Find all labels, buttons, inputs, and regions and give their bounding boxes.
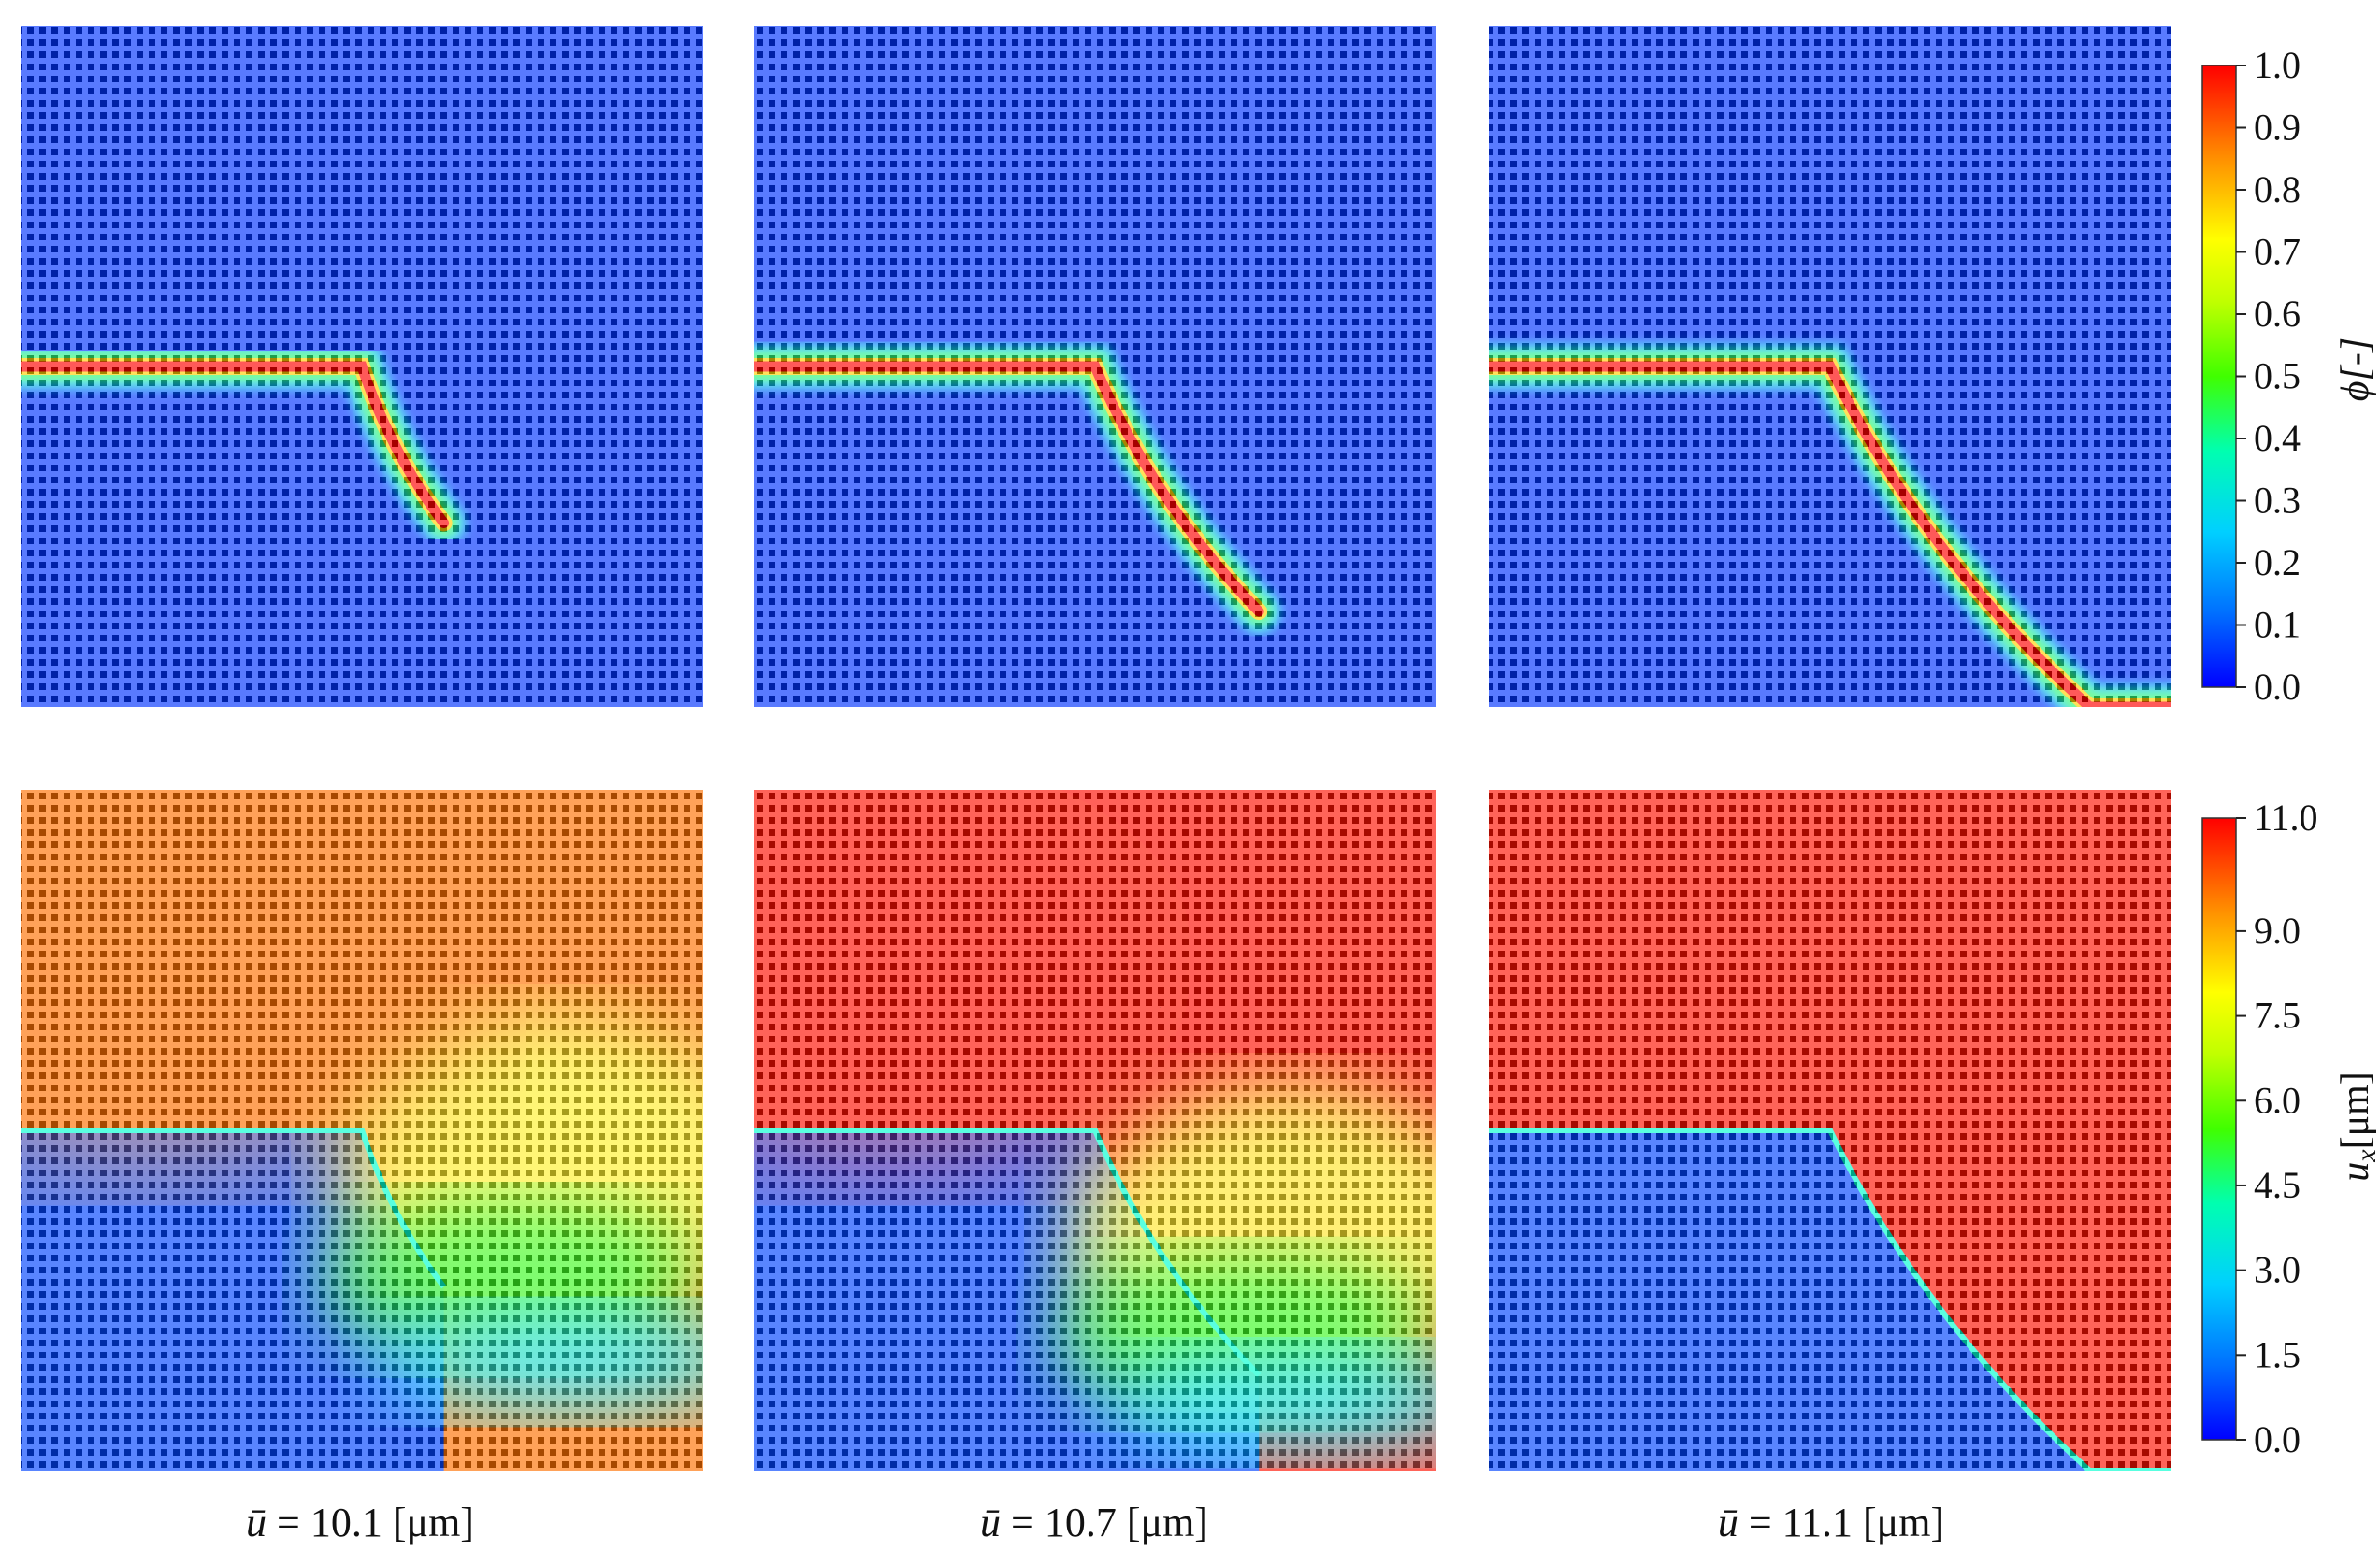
ux-tick-label: 3.0	[2254, 1249, 2301, 1291]
equals-sign: =	[1748, 1500, 1772, 1545]
u-value: 10.1	[310, 1500, 382, 1545]
ux-colorbar-title: ux[μm]	[2334, 1071, 2380, 1182]
phi-tick-label: 0.8	[2254, 168, 2301, 210]
particle-texture	[754, 26, 1436, 707]
u-value: 11.1	[1781, 1500, 1854, 1545]
ux-tick-label: 1.5	[2254, 1333, 2301, 1375]
ux-colorbar-title-symbol: u	[2334, 1162, 2377, 1182]
equals-sign: =	[1011, 1500, 1034, 1545]
phi-colorbar-gradient	[2201, 65, 2237, 688]
ux-tick-label: 9.0	[2254, 910, 2301, 952]
u-symbol: ū	[246, 1500, 267, 1545]
ux-colorbar-title-subscript: x	[2351, 1149, 2380, 1163]
u-unit: [μm]	[1126, 1500, 1208, 1545]
phi-panel-3	[1489, 26, 2171, 707]
particle-texture	[1489, 26, 2171, 707]
phi-colorbar-ticks: 1.0 0.9 0.8 0.7 0.6 0.5 0.4 0.3 0.2 0.1 0.0	[2236, 44, 2301, 708]
phi-colorbar-title: ϕ[-]	[2334, 338, 2377, 401]
particle-texture	[1489, 790, 2171, 1471]
particle-texture	[754, 790, 1436, 1471]
ux-panel-2	[754, 790, 1436, 1471]
u-symbol: ū	[980, 1500, 1002, 1545]
ux-colorbar: 11.0 9.0 7.5 6.0 4.5 3.0 1.5 0.0 ux[μm]	[2201, 797, 2380, 1460]
phi-tick-label: 0.2	[2254, 541, 2301, 583]
particle-texture	[21, 790, 703, 1471]
column-label-2: ū = 10.7 [μm]	[748, 1499, 1440, 1546]
phi-tick-label: 0.3	[2254, 480, 2301, 522]
ux-tick-label: 11.0	[2254, 797, 2318, 839]
phi-panel-2	[754, 26, 1436, 707]
column-label-1: ū = 10.1 [μm]	[14, 1499, 706, 1546]
ux-colorbar-ticks: 11.0 9.0 7.5 6.0 4.5 3.0 1.5 0.0	[2236, 797, 2318, 1460]
equals-sign: =	[277, 1500, 300, 1545]
phi-panel-1	[21, 26, 703, 707]
u-unit: [μm]	[392, 1500, 474, 1545]
ux-colorbar-title-unit: [μm]	[2334, 1071, 2377, 1149]
ux-tick-label: 6.0	[2254, 1079, 2301, 1121]
ux-colorbar-gradient	[2201, 817, 2237, 1441]
u-value: 10.7	[1044, 1500, 1117, 1545]
phi-tick-label: 0.4	[2254, 417, 2301, 459]
phi-tick-label: 0.0	[2254, 666, 2301, 708]
column-label-3: ū = 11.1 [μm]	[1485, 1499, 2177, 1546]
phi-tick-label: 0.7	[2254, 231, 2301, 273]
ux-panel-1	[21, 790, 703, 1471]
phi-tick-label: 0.9	[2254, 107, 2301, 149]
ux-tick-label: 7.5	[2254, 995, 2301, 1037]
ux-tick-label: 4.5	[2254, 1164, 2301, 1206]
u-symbol: ū	[1717, 1500, 1738, 1545]
phi-tick-label: 0.1	[2254, 604, 2301, 646]
ux-tick-label: 0.0	[2254, 1418, 2301, 1460]
phi-colorbar: 1.0 0.9 0.8 0.7 0.6 0.5 0.4 0.3 0.2 0.1 0.0 ϕ[-]	[2201, 44, 2377, 708]
phi-tick-label: 1.0	[2254, 44, 2301, 86]
panel-grid	[21, 26, 2171, 1471]
u-unit: [μm]	[1863, 1500, 1945, 1545]
particle-texture	[21, 26, 703, 707]
phi-tick-label: 0.6	[2254, 293, 2301, 335]
phi-tick-label: 0.5	[2254, 355, 2301, 397]
ux-panel-3	[1489, 790, 2171, 1471]
